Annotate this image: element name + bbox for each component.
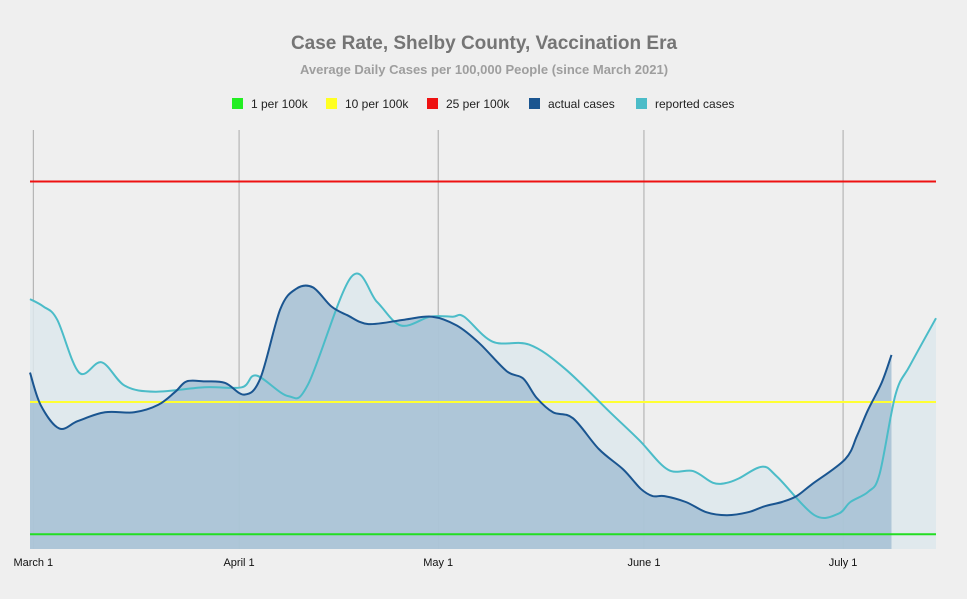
- legend-item-reported-cases: reported cases: [636, 97, 734, 111]
- legend-swatch-1-per-100k: [232, 98, 243, 109]
- legend-label-1-per-100k: 1 per 100k: [251, 97, 309, 111]
- legend-label-10-per-100k: 10 per 100k: [345, 97, 409, 111]
- x-tick-june-1: June 1: [627, 557, 660, 569]
- x-tick-march-1: March 1: [13, 557, 53, 569]
- legend-item-1-per-100k: 1 per 100k: [232, 97, 309, 111]
- legend-item-10-per-100k: 10 per 100k: [326, 97, 409, 111]
- legend-item-actual-cases: actual cases: [529, 97, 615, 111]
- legend-swatch-10-per-100k: [326, 98, 337, 109]
- legend-swatch-25-per-100k: [427, 98, 438, 109]
- line-reported-cases: [29, 272, 937, 519]
- legend-label-actual-cases: actual cases: [548, 97, 615, 111]
- x-axis-ticks: March 1 April 1 May 1 June 1 July 1: [13, 557, 857, 569]
- chart-subtitle: Average Daily Cases per 100,000 People (…: [300, 62, 668, 77]
- legend-item-25-per-100k: 25 per 100k: [427, 97, 510, 111]
- line-actual-cases: [29, 284, 893, 517]
- x-tick-may-1: May 1: [423, 557, 453, 569]
- legend-swatch-reported-cases: [636, 98, 647, 109]
- x-tick-july-1: July 1: [829, 557, 858, 569]
- series-lines: [29, 272, 937, 519]
- legend-label-25-per-100k: 25 per 100k: [446, 97, 510, 111]
- chart-legend: 1 per 100k 10 per 100k 25 per 100k actual c…: [232, 97, 734, 111]
- chart-title: Case Rate, Shelby County, Vaccination Er…: [291, 33, 678, 54]
- legend-label-reported-cases: reported cases: [655, 97, 734, 111]
- x-tick-april-1: April 1: [223, 557, 254, 569]
- threshold-lines: [30, 180, 936, 536]
- series-areas: [30, 273, 936, 549]
- area-actual-cases: [30, 285, 892, 549]
- legend-swatch-actual-cases: [529, 98, 540, 109]
